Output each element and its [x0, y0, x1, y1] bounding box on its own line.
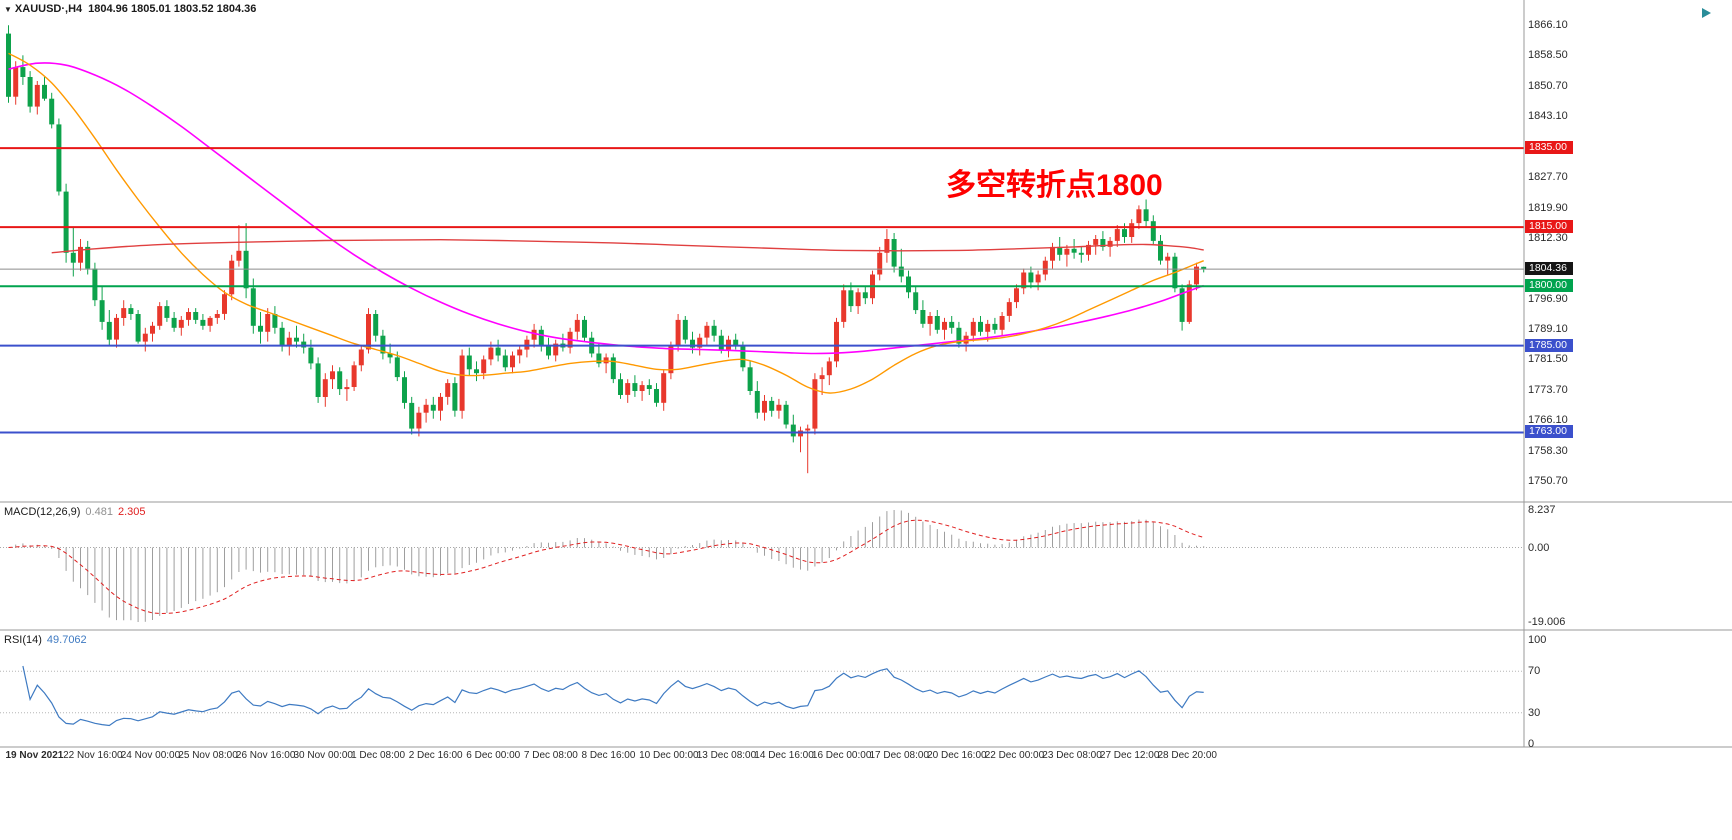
- hlines-layer: [0, 147, 1524, 434]
- chart-title: ▼ XAUUSD·,H4 1804.96 1805.01 1803.52 1804.…: [4, 3, 256, 15]
- symbol-period-label: XAUUSD·,H4: [14, 3, 83, 15]
- annotation-text[interactable]: 多空转折点1800: [946, 169, 1163, 202]
- frame-layer: [0, 0, 1732, 748]
- rsi-indicator-label: RSI(14) 49.7062: [4, 634, 87, 646]
- rsi-layer: [0, 665, 1524, 727]
- macd-signal-line: [8, 519, 1204, 615]
- macd-signal-value: 2.305: [117, 506, 146, 518]
- mas-layer: [8, 52, 1204, 394]
- ma-magenta: [8, 62, 1204, 355]
- macd-name: MACD(12,26,9): [4, 506, 81, 518]
- rsi-name: RSI(14): [4, 634, 42, 646]
- rsi-line: [22, 665, 1204, 727]
- ma-red: [51, 238, 1204, 254]
- ma-orange: [8, 52, 1204, 394]
- collapse-icon[interactable]: ▼: [4, 5, 12, 14]
- candles-layer: [6, 25, 1207, 474]
- macd-main-value: 0.481: [85, 506, 113, 518]
- chart-shift-icon[interactable]: [1702, 8, 1711, 18]
- macd-indicator-label: MACD(12,26,9) 0.481 2.305: [4, 506, 145, 518]
- ohlc-readout: 1804.96 1805.01 1803.52 1804.36: [88, 3, 257, 15]
- rsi-value: 49.7062: [46, 634, 87, 646]
- macd-layer: [0, 510, 1524, 622]
